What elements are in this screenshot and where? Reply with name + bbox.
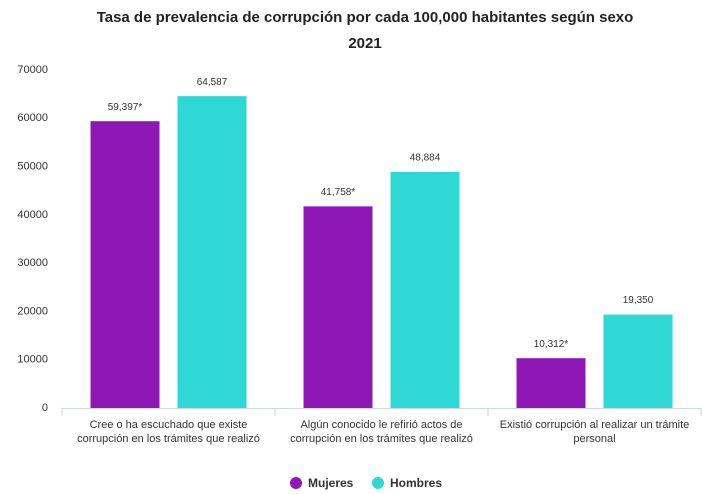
- x-tick-label: personal: [573, 433, 615, 445]
- y-tick-label: 0: [42, 402, 48, 414]
- bar: [603, 314, 673, 408]
- value-label: 10,312*: [534, 339, 569, 350]
- value-label: 41,758*: [321, 187, 356, 198]
- x-tick-label: Cree o ha escuchado que existe: [90, 419, 248, 431]
- bar: [390, 171, 460, 408]
- legend-label: Hombres: [390, 476, 442, 490]
- legend-marker: [290, 477, 302, 489]
- y-tick-label: 50000: [17, 160, 48, 172]
- value-label: 48,884: [410, 153, 441, 164]
- x-tick-label: Existió corrupción al realizar un trámit…: [500, 419, 690, 431]
- legend-label: Mujeres: [308, 476, 354, 490]
- y-tick-label: 70000: [17, 64, 48, 76]
- y-tick-label: 40000: [17, 209, 48, 221]
- value-label: 19,350: [623, 295, 654, 306]
- y-tick-label: 30000: [17, 257, 48, 269]
- x-tick-label: corrupción en los trámites que realizó: [77, 433, 260, 445]
- y-tick-label: 10000: [17, 354, 48, 366]
- bar: [516, 358, 586, 408]
- legend-marker: [372, 477, 384, 489]
- y-tick-label: 20000: [17, 305, 48, 317]
- y-tick-label: 60000: [17, 112, 48, 124]
- bar: [177, 96, 247, 408]
- bar: [303, 206, 373, 408]
- chart-title: Tasa de prevalencia de corrupción por ca…: [97, 9, 634, 26]
- x-tick-label: Algún conocido le refirió actos de: [300, 419, 462, 431]
- value-label: 59,397*: [108, 102, 143, 113]
- value-label: 64,587: [197, 77, 228, 88]
- x-tick-label: corrupción en los trámites que realizó: [290, 433, 473, 445]
- chart-subtitle: 2021: [348, 35, 381, 52]
- bar: [90, 121, 160, 409]
